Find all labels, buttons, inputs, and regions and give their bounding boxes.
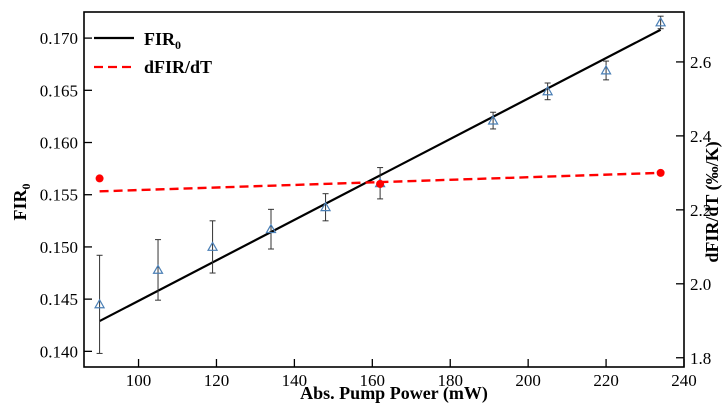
y-left-tick-label: 0.165: [40, 81, 78, 100]
legend: FIR0 dFIR/dT: [94, 29, 212, 77]
y-right-axis-title: dFIR/dT (‰/K): [702, 141, 723, 262]
y-right-tick-label: 2.0: [690, 275, 711, 294]
x-axis-title: Abs. Pump Power (mW): [300, 383, 488, 403]
fir-point: [207, 241, 219, 251]
y-left-tick-label: 0.160: [40, 134, 78, 153]
y-left-tick-label: 0.170: [40, 29, 78, 48]
y-right-tick-label: 1.8: [690, 349, 711, 368]
x-tick-label: 100: [126, 371, 152, 390]
fir-point: [320, 201, 332, 212]
y-left-tick-label: 0.145: [40, 290, 78, 309]
x-tick-label: 200: [515, 371, 541, 390]
y-right-tick-label: 2.4: [690, 127, 712, 146]
fir-point: [600, 64, 612, 75]
x-tick-label: 180: [437, 371, 463, 390]
dfir-point: [376, 179, 385, 188]
fir-point: [152, 264, 164, 274]
y-left-axis-title-main: FIR: [10, 189, 30, 221]
y-left-tick-label: 0.155: [40, 186, 78, 205]
x-tick-label: 240: [671, 371, 697, 390]
fir-point: [487, 114, 499, 125]
legend-fir-label-main: FIR: [144, 29, 176, 49]
y-left-tick-label: 0.150: [40, 238, 78, 257]
y-right-tick-label: 2.6: [690, 53, 711, 72]
y-left-axis-title-subscript: 0: [19, 184, 33, 190]
fir-point: [94, 298, 106, 309]
x-tick-label: 160: [360, 371, 386, 390]
plot-frame: [83, 11, 685, 368]
x-tick-label: 140: [282, 371, 308, 390]
y-left-tick-label: 0.140: [40, 342, 78, 361]
dfir-point: [95, 174, 104, 183]
fir-point: [655, 16, 667, 27]
fir-point: [265, 223, 277, 234]
legend-fir-label: FIR0: [144, 29, 181, 52]
y-right-tick-label: 2.2: [690, 201, 711, 220]
x-tick-label: 220: [593, 371, 619, 390]
legend-fir-label-subscript: 0: [175, 38, 181, 52]
y-left-axis-title: FIR0: [10, 184, 33, 221]
fir-point: [542, 85, 554, 96]
x-tick-label: 120: [204, 371, 230, 390]
legend-dfir-label: dFIR/dT: [144, 57, 212, 77]
dfir-point: [656, 168, 665, 177]
